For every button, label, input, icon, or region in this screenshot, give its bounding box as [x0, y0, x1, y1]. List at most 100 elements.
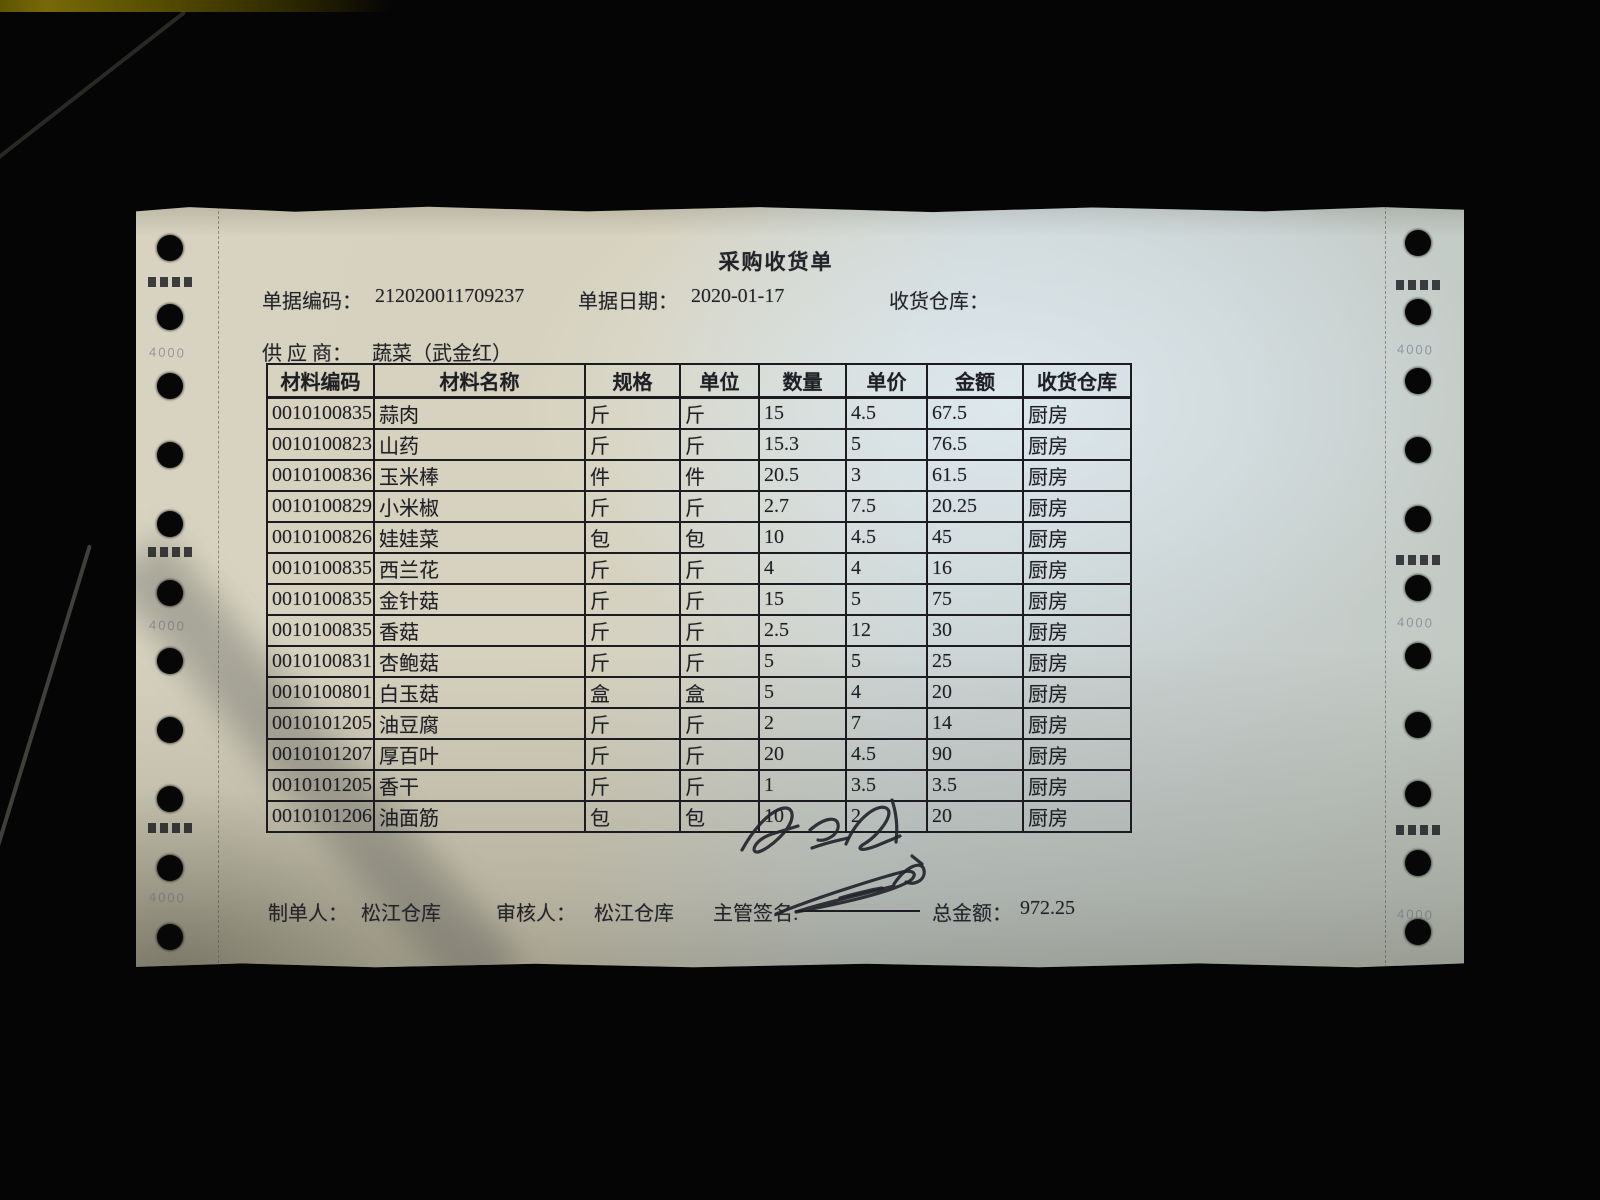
table-cell: 4.5 — [845, 521, 928, 554]
table-cell: 厨房 — [1022, 490, 1132, 523]
tractor-strip-ghost-mark: 4000 — [1396, 341, 1435, 358]
tractor-strip-ghost-mark: 4000 — [1396, 906, 1435, 923]
tractor-feed-hole — [1405, 505, 1431, 532]
table-cell: 娃娃菜 — [373, 521, 586, 554]
tractor-feed-hole — [1405, 230, 1431, 256]
table-cell: 斤 — [679, 552, 760, 585]
doc-date-label: 单据日期： — [578, 291, 678, 313]
table-cell: 斤 — [679, 707, 760, 740]
table-cell: 厨房 — [1022, 459, 1132, 492]
table-cell: 斤 — [584, 490, 681, 523]
table-cell: 0010100835 — [266, 396, 375, 430]
table-cell: 0010100826 — [266, 521, 375, 554]
supervisor-signature — [774, 854, 926, 916]
table-header-cell: 材料编码 — [266, 363, 375, 399]
table-cell: 蒜肉 — [373, 396, 586, 430]
table-cell: 76.5 — [926, 428, 1024, 461]
preparer-label: 制单人： — [268, 903, 348, 925]
table-cell: 厨房 — [1022, 707, 1132, 740]
table-cell: 件 — [679, 459, 760, 492]
table-row: 0010100801 白玉菇盒盒 5 4 20 厨房 — [266, 676, 1132, 709]
table-cell: 4.5 — [845, 396, 928, 430]
table-row: 0010100829 小米椒斤斤 2.7 7.5 20.25 厨房 — [266, 490, 1132, 523]
table-cell: 斤 — [584, 396, 681, 430]
table-cell: 4 — [845, 552, 928, 585]
table-cell: 0010100801 — [266, 676, 375, 709]
tractor-feed-hole — [157, 786, 183, 813]
table-cell: 5 — [758, 645, 847, 678]
table-cell: 0010100835 — [266, 583, 375, 616]
table-cell: 金针菇 — [373, 583, 586, 616]
table-cell: 斤 — [679, 645, 760, 678]
table-cell: 杏鲍菇 — [373, 645, 586, 678]
table-cell: 5 — [845, 428, 928, 461]
table-cell: 3.5 — [845, 769, 928, 802]
doc-code-label: 单据编码： — [262, 291, 362, 313]
table-cell: 斤 — [584, 707, 681, 740]
table-cell: 斤 — [679, 738, 760, 771]
table-cell: 斤 — [679, 583, 760, 616]
tractor-feed-hole — [157, 924, 183, 950]
table-cell: 厨房 — [1022, 428, 1132, 461]
table-cell: 厨房 — [1022, 645, 1132, 678]
table-row: 0010100835 西兰花斤斤 4 4 16 厨房 — [266, 552, 1132, 585]
table-cell: 10 — [758, 800, 847, 833]
table-cell: 45 — [926, 521, 1024, 554]
tractor-feed-hole — [157, 717, 183, 744]
table-cell: 90 — [926, 738, 1024, 771]
tractor-feed-hole — [1405, 367, 1431, 394]
table-header-cell: 单价 — [845, 363, 928, 399]
total-value: 972.25 — [1020, 897, 1075, 919]
table-cell: 包 — [679, 800, 760, 833]
table-cell: 61.5 — [926, 459, 1024, 492]
doc-date-value: 2020-01-17 — [691, 285, 785, 307]
table-cell: 0010100829 — [266, 490, 375, 523]
tractor-feed-hole — [1405, 574, 1431, 601]
table-cell: 斤 — [584, 614, 681, 647]
table-cell: 20 — [926, 800, 1024, 833]
table-cell: 0010100836 — [266, 459, 375, 492]
table-cell: 0010101205 — [266, 707, 375, 740]
table-cell: 包 — [584, 521, 681, 554]
table-cell: 斤 — [679, 614, 760, 647]
table-cell: 15 — [758, 396, 847, 430]
table-cell: 斤 — [679, 490, 760, 523]
tractor-feed-hole — [157, 303, 183, 330]
table-cell: 0010100835 — [266, 552, 375, 585]
table-cell: 2 — [758, 707, 847, 740]
table-header-cell: 数量 — [758, 363, 847, 399]
tractor-feed-hole — [157, 235, 183, 261]
tractor-strip-dash-marks — [1396, 825, 1440, 835]
table-cell: 斤 — [679, 396, 760, 430]
table-header-cell: 收货仓库 — [1022, 363, 1132, 399]
table-cell: 16 — [926, 552, 1024, 585]
table-row: 0010100823 山药斤斤 15.3 5 76.5 厨房 — [266, 428, 1132, 461]
reviewer-label: 审核人： — [496, 903, 576, 925]
table-row: 0010100826 娃娃菜包包 10 4.5 45 厨房 — [266, 521, 1132, 554]
perforation-line-left — [218, 206, 219, 968]
table-cell: 厨房 — [1022, 521, 1132, 554]
table-cell: 白玉菇 — [373, 676, 586, 709]
table-cell: 2.5 — [758, 614, 847, 647]
table-cell: 3.5 — [926, 769, 1024, 802]
table-cell: 斤 — [584, 428, 681, 461]
table-cell: 20.5 — [758, 459, 847, 492]
table-cell: 玉米棒 — [373, 459, 586, 492]
table-cell: 10 — [758, 521, 847, 554]
table-cell: 厨房 — [1022, 552, 1132, 585]
table-row: 0010100831 杏鲍菇斤斤 5 5 25 厨房 — [266, 645, 1132, 678]
reviewer-value: 松江仓库 — [594, 903, 674, 925]
tractor-feed-hole — [157, 372, 183, 399]
table-cell: 4 — [758, 552, 847, 585]
tractor-strip-ghost-mark: 4000 — [148, 344, 187, 361]
preparer-value: 松江仓库 — [361, 903, 441, 925]
table-cell: 厨房 — [1022, 738, 1132, 771]
tractor-feed-hole — [157, 855, 183, 882]
table-cell: 小米椒 — [373, 490, 586, 523]
table-cell: 25 — [926, 645, 1024, 678]
table-cell: 0010101205 — [266, 769, 375, 802]
tractor-feed-hole — [1405, 298, 1431, 325]
table-cell: 15.3 — [758, 428, 847, 461]
tractor-feed-hole — [1405, 712, 1431, 739]
table-cell: 75 — [926, 583, 1024, 616]
